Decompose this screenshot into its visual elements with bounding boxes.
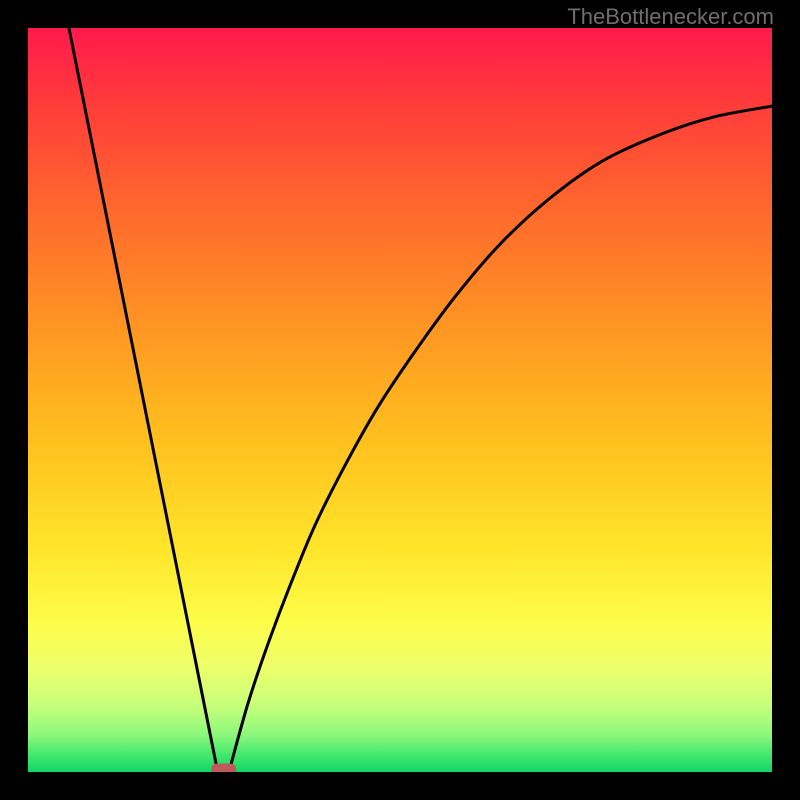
minimum-marker (211, 763, 236, 772)
curves-overlay (28, 28, 772, 772)
curve-right (229, 106, 772, 772)
plot-area (28, 28, 772, 772)
curve-left-line (69, 28, 218, 772)
source-watermark: TheBottlenecker.com (567, 4, 774, 30)
chart-container: TheBottlenecker.com (0, 0, 800, 800)
